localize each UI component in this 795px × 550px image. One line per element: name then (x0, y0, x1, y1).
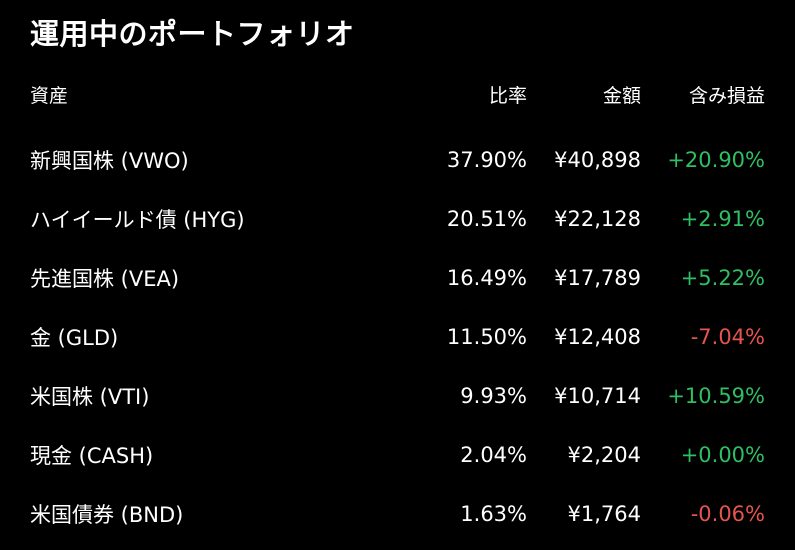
asset-amount: ¥40,898 (554, 147, 641, 172)
asset-ratio: 1.63% (460, 501, 527, 526)
asset-amount: ¥22,128 (554, 206, 641, 231)
table-row[interactable]: 新興国株 (VWO) 37.90% ¥40,898 +20.90% (30, 130, 765, 189)
asset-name: 現金 (CASH) (30, 443, 154, 468)
asset-ratio: 9.93% (460, 383, 527, 408)
asset-name: 新興国株 (VWO) (30, 148, 189, 173)
column-header-amount: 金額 (602, 85, 641, 107)
asset-ratio: 37.90% (446, 147, 527, 172)
asset-unrealized-pl: +20.90% (667, 147, 765, 172)
asset-ratio: 11.50% (446, 324, 527, 349)
table-row[interactable]: 米国債券 (BND) 1.63% ¥1,764 -0.06% (30, 484, 765, 543)
asset-amount: ¥12,408 (554, 324, 641, 349)
asset-name: 米国債券 (BND) (30, 502, 184, 527)
asset-name: 金 (GLD) (30, 325, 119, 350)
table-row[interactable]: 現金 (CASH) 2.04% ¥2,204 +0.00% (30, 425, 765, 484)
column-header-ratio: 比率 (488, 85, 527, 107)
asset-amount: ¥1,764 (567, 501, 641, 526)
asset-ratio: 20.51% (446, 206, 527, 231)
asset-name: 米国株 (VTI) (30, 384, 150, 409)
table-row[interactable]: 金 (GLD) 11.50% ¥12,408 -7.04% (30, 307, 765, 366)
table-header: 資産 比率 金額 含み損益 (30, 76, 765, 113)
table-row[interactable]: 先進国株 (VEA) 16.49% ¥17,789 +5.22% (30, 248, 765, 307)
column-header-unrealized-pl: 含み損益 (688, 85, 765, 107)
asset-unrealized-pl: -7.04% (690, 324, 765, 349)
asset-name: ハイイールド債 (HYG) (30, 207, 245, 232)
asset-unrealized-pl: +5.22% (680, 265, 765, 290)
table-row[interactable]: 米国株 (VTI) 9.93% ¥10,714 +10.59% (30, 366, 765, 425)
asset-amount: ¥2,204 (567, 442, 641, 467)
page-title: 運用中のポートフォリオ (30, 17, 355, 51)
asset-ratio: 16.49% (446, 265, 527, 290)
asset-unrealized-pl: +2.91% (680, 206, 765, 231)
asset-amount: ¥17,789 (554, 265, 641, 290)
asset-unrealized-pl: -0.06% (690, 501, 765, 526)
portfolio-table: 資産 比率 金額 含み損益 新興国株 (VWO) 37.90% ¥40,898 … (30, 76, 765, 543)
asset-amount: ¥10,714 (554, 383, 641, 408)
asset-ratio: 2.04% (460, 442, 527, 467)
asset-unrealized-pl: +10.59% (667, 383, 765, 408)
asset-name: 先進国株 (VEA) (30, 266, 180, 291)
asset-unrealized-pl: +0.00% (680, 442, 765, 467)
table-row[interactable]: ハイイールド債 (HYG) 20.51% ¥22,128 +2.91% (30, 189, 765, 248)
column-header-asset: 資産 (30, 85, 69, 107)
